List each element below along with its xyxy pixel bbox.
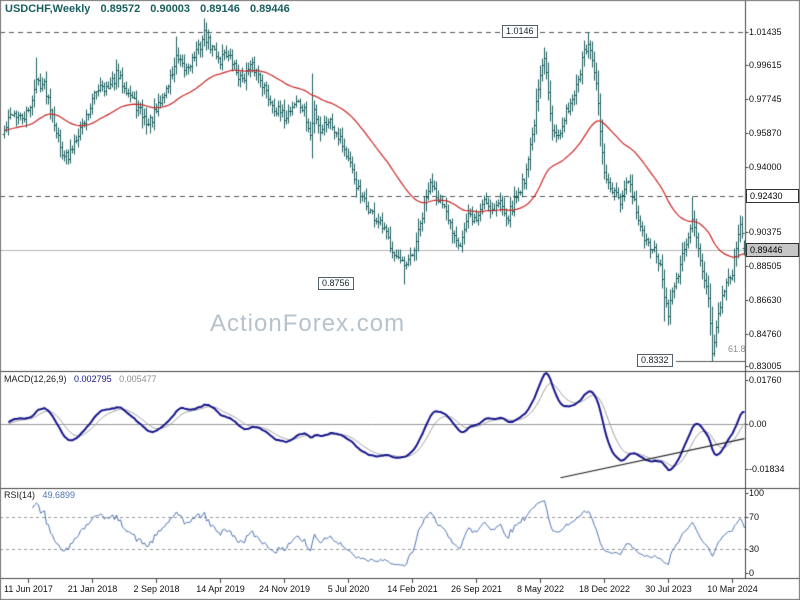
symbol-timeframe-label: USDCHF,Weekly [5,3,91,15]
date-axis-label: 14 Feb 2021 [387,584,438,594]
price-axis-tick: 0.88505 [749,261,782,272]
date-axis-label: 8 May 2022 [516,584,565,594]
price-axis-tick: 0.84760 [749,329,782,340]
date-axis-label: 14 Apr 2019 [196,584,245,594]
price-axis-tick: 0.99615 [749,60,782,71]
price-tag-current: 0.89446 [746,242,799,257]
rsi-axis-tick: 30 [749,543,760,554]
chart-title: USDCHF,Weekly 0.89572 0.90003 0.89146 0.… [5,3,290,15]
macd-axis-tick: -0.01834 [749,464,785,475]
date-axis-label: 2 Sep 2018 [133,584,180,594]
ohlc-close-value: 0.89446 [249,3,290,15]
date-axis-label: 24 Nov 2019 [258,584,311,594]
date-axis-label: 30 Jul 2023 [645,584,692,594]
annotation-resistance-10146: 1.0146 [502,25,538,39]
ohlc-high-value: 0.90003 [150,3,191,15]
price-axis-tick: 0.90375 [749,227,782,238]
rsi-name: RSI(14) [4,490,36,500]
price-axis-tick: 0.95870 [749,128,782,139]
macd-axis-tick: 0.01760 [749,374,782,385]
rsi-axis-tick: 0 [749,567,755,578]
price-axis-tick: 0.94000 [749,161,782,172]
date-axis-label: 21 Jan 2018 [67,584,118,594]
macd-main-value: 0.002795 [74,374,112,384]
rsi-indicator-label: RSI(14) 49.6899 [4,490,75,500]
rsi-axis-tick: 100 [749,487,765,498]
price-tag-resistance: 0.92430 [746,188,799,203]
macd-name: MACD(12,26,9) [4,374,67,384]
macd-signal-value: 0.005477 [119,374,157,384]
rsi-value: 49.6899 [42,490,76,500]
price-axis-tick: 1.01435 [749,27,782,38]
annotation-support-08756: 0.8756 [318,276,354,290]
ohlc-low-value: 0.89146 [200,3,240,15]
date-axis-label: 5 Jul 2020 [327,584,370,594]
price-axis-tick: 0.86630 [749,295,782,306]
price-axis-tick: 0.83005 [749,360,782,371]
annotation-support-08332: 0.8332 [637,353,673,367]
macd-axis-tick: 0.00 [749,418,767,429]
date-axis-label: 18 Dec 2022 [578,584,631,594]
date-axis-label: 26 Sep 2021 [450,584,503,594]
ohlc-open-value: 0.89572 [100,3,141,15]
price-axis-tick: 0.97745 [749,94,782,105]
macd-indicator-label: MACD(12,26,9) 0.002795 0.005477 [4,374,157,384]
fib-618-label: 61.8 [728,343,746,354]
date-axis-label: 10 Mar 2024 [707,584,758,594]
date-axis-label: 11 Jun 2017 [4,584,53,594]
rsi-axis-tick: 70 [749,511,760,522]
